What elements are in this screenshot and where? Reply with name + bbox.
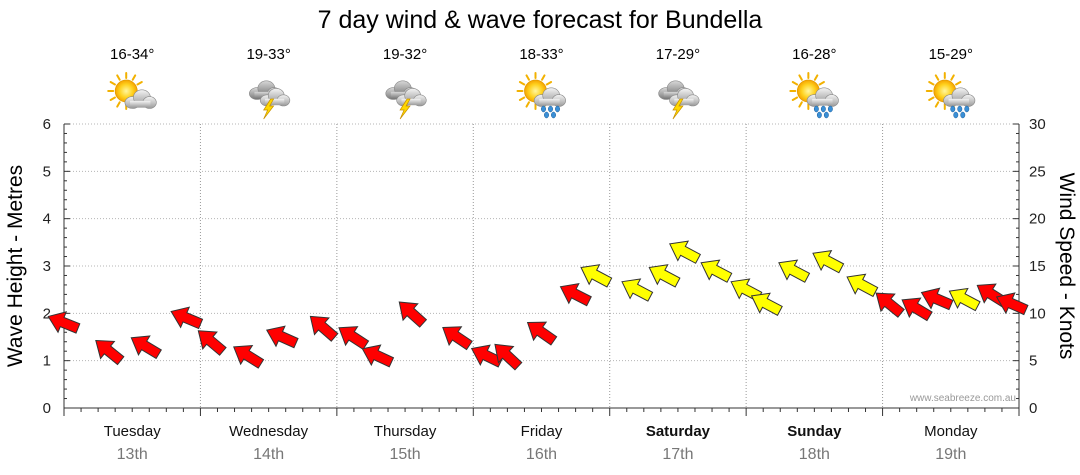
- wind-arrow: [95, 339, 125, 366]
- wind-arrow: [398, 301, 428, 328]
- wind-arrow: [442, 326, 473, 351]
- wind-arrow: [920, 287, 954, 311]
- wind-arrow: [750, 292, 783, 316]
- sun-rain-icon: [516, 72, 566, 119]
- rain-drops: [950, 105, 970, 119]
- wind-arrow: [700, 259, 733, 283]
- wind-arrow: [580, 264, 613, 288]
- wind-arrow: [621, 278, 654, 302]
- day-name-label: Saturday: [646, 423, 711, 440]
- day-date-label: 18th: [799, 446, 830, 463]
- wind-arrow: [812, 249, 845, 274]
- cloud-shape: [124, 89, 157, 109]
- grid-lines: [64, 123, 1019, 408]
- day-name-label: Wednesday: [229, 423, 308, 440]
- wind-arrow: [559, 283, 592, 307]
- wind-arrow: [265, 325, 299, 349]
- left-axis-label: Wave Height - Metres: [4, 165, 27, 367]
- wind-arrow: [470, 344, 504, 368]
- left-tick-label: 4: [43, 211, 51, 228]
- day-name-label: Friday: [521, 423, 563, 440]
- wind-arrow: [494, 343, 523, 371]
- daily-weather: 16-34° 19-33° 19-32° 18-33° 17-29° 16-28° 15-2…: [107, 46, 976, 120]
- right-tick-label: 10: [1029, 305, 1046, 322]
- day-date-label: 15th: [390, 446, 421, 463]
- cloud-shape: [806, 87, 839, 107]
- wind-arrow: [668, 240, 702, 264]
- rain-drops: [813, 105, 833, 119]
- day-name-label: Tuesday: [104, 423, 161, 440]
- day-date-label: 19th: [935, 446, 966, 463]
- credit-text: www.seabreeze.com.au: [909, 393, 1016, 404]
- cloud-shape: [943, 87, 976, 107]
- sun-rain-icon: [925, 72, 976, 119]
- left-tick-label: 3: [43, 258, 51, 275]
- day-name-label: Monday: [924, 423, 978, 440]
- left-tick-label: 1: [43, 353, 51, 370]
- wind-arrow: [361, 344, 395, 368]
- right-axis-label: Wind Speed - Knots: [1055, 173, 1078, 360]
- left-tick-label: 5: [43, 163, 51, 180]
- sun-cloud-icon: [107, 72, 157, 110]
- temp-range: 16-34°: [110, 46, 154, 63]
- wind-arrow: [648, 264, 681, 288]
- wind-arrow: [995, 292, 1029, 316]
- wind-arrow: [197, 330, 227, 356]
- wind-arrows: [47, 240, 1029, 371]
- storm-cloud-icon: [249, 80, 291, 120]
- wind-arrow: [233, 344, 265, 369]
- right-tick-label: 25: [1029, 163, 1046, 180]
- left-tick-label: 6: [43, 116, 51, 133]
- cloud-shape: [669, 88, 700, 107]
- right-tick-label: 15: [1029, 258, 1046, 275]
- temp-range: 16-28°: [792, 46, 836, 63]
- storm-cloud-icon: [385, 80, 427, 120]
- wind-arrow: [875, 292, 905, 318]
- temp-range: 19-33°: [246, 46, 290, 63]
- day-date-label: 13th: [117, 446, 148, 463]
- wind-arrow: [948, 287, 981, 312]
- wind-arrow: [338, 326, 370, 351]
- lightning-bolt: [399, 98, 411, 120]
- sun-rain-icon: [789, 72, 839, 119]
- right-tick-label: 0: [1029, 400, 1037, 417]
- wind-arrow: [47, 311, 81, 334]
- temp-range: 19-32°: [383, 46, 427, 63]
- left-tick-label: 2: [43, 305, 51, 322]
- right-tick-label: 20: [1029, 211, 1046, 228]
- rain-drops: [541, 105, 560, 119]
- left-tick-label: 0: [43, 400, 51, 417]
- day-date-label: 14th: [253, 446, 284, 463]
- right-axis-ticks: 0 5 10 15 20 25 30: [1029, 116, 1046, 417]
- left-axis-ticks: 0 1 2 3 4 5 6: [43, 116, 51, 417]
- wind-arrow: [526, 321, 558, 346]
- temp-range: 15-29°: [929, 46, 973, 63]
- temp-range: 18-33°: [519, 46, 563, 63]
- right-tick-label: 30: [1029, 116, 1046, 133]
- wind-arrow: [130, 335, 162, 360]
- chart-title: 7 day wind & wave forecast for Bundella: [318, 6, 763, 34]
- lightning-bolt: [263, 98, 275, 120]
- day-date-label: 17th: [662, 446, 693, 463]
- wind-arrow: [846, 273, 879, 298]
- day-labels: Tuesday 13th Wednesday 14th Thursday 15th Frid…: [104, 423, 978, 463]
- axes: [63, 123, 1020, 416]
- day-name-label: Thursday: [374, 423, 437, 440]
- temp-range: 17-29°: [656, 46, 700, 63]
- day-name-label: Sunday: [787, 423, 842, 440]
- storm-cloud-icon: [658, 80, 700, 120]
- wind-arrow: [778, 259, 811, 283]
- wind-arrow: [170, 306, 204, 330]
- right-tick-label: 5: [1029, 353, 1037, 370]
- wind-arrow: [309, 315, 339, 342]
- wind-arrow: [901, 297, 933, 322]
- day-date-label: 16th: [526, 446, 557, 463]
- lightning-bolt: [672, 98, 684, 120]
